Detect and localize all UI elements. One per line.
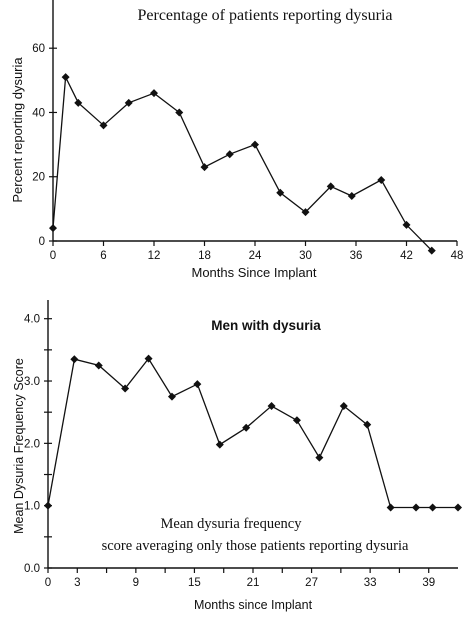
y-tick-label: 0 xyxy=(39,236,45,248)
data-point-marker xyxy=(44,501,52,510)
data-point-marker xyxy=(225,150,234,159)
y-tick-label: 1.0 xyxy=(24,501,40,513)
data-point-marker xyxy=(377,175,386,184)
x-axis-label: Months since Implant xyxy=(194,598,313,612)
data-point-marker xyxy=(144,354,153,363)
y-tick-label: 2.0 xyxy=(24,438,40,450)
data-point-marker xyxy=(326,182,335,191)
data-point-marker xyxy=(74,98,83,107)
data-point-marker xyxy=(363,420,372,429)
y-axis-label: Mean Dysuria Frequency Score xyxy=(12,358,26,534)
chart-title: Percentage of patients reporting dysuria xyxy=(137,7,392,24)
data-point-marker xyxy=(347,192,356,201)
data-point-marker xyxy=(167,392,176,401)
chart-title: Men with dysuria xyxy=(211,318,321,333)
chart-percent-reporting-dysuria: Percentage of patients reporting dysuria… xyxy=(10,0,463,280)
data-point-marker xyxy=(386,503,395,512)
data-point-marker xyxy=(276,188,285,197)
x-tick-label: 27 xyxy=(305,577,318,589)
x-tick-label: 3 xyxy=(74,577,80,589)
data-point-marker xyxy=(402,220,411,229)
data-point-marker xyxy=(315,453,324,462)
data-point-marker xyxy=(251,140,259,149)
y-axis-label: Percent reporting dysuria xyxy=(10,57,25,203)
x-tick-label: 39 xyxy=(422,577,435,589)
data-point-marker xyxy=(121,384,130,393)
x-tick-label: 15 xyxy=(188,577,201,589)
data-point-marker xyxy=(70,355,79,364)
data-point-marker xyxy=(454,503,462,512)
x-axis-label: Months Since Implant xyxy=(191,265,316,280)
y-tick-label: 20 xyxy=(32,172,45,184)
data-point-marker xyxy=(412,503,421,512)
data-point-marker xyxy=(61,73,70,82)
annotation-line-1: Mean dysuria frequency xyxy=(161,516,303,532)
data-point-marker xyxy=(94,361,103,370)
data-point-marker xyxy=(427,246,436,255)
data-point-marker xyxy=(242,423,251,432)
data-point-marker xyxy=(428,503,437,512)
data-point-marker xyxy=(301,208,310,217)
x-tick-label: 6 xyxy=(100,250,106,262)
data-point-marker xyxy=(292,416,301,425)
y-tick-label: 3.0 xyxy=(24,376,40,388)
data-point-marker xyxy=(150,89,158,98)
data-point-marker xyxy=(193,380,202,389)
x-tick-label: 0 xyxy=(50,250,56,262)
x-tick-label: 33 xyxy=(364,577,377,589)
data-point-marker xyxy=(49,224,57,233)
x-tick-label: 12 xyxy=(148,250,161,262)
data-point-marker xyxy=(124,98,133,107)
annotation-line-2: score averaging only those patients repo… xyxy=(102,538,409,554)
data-point-marker xyxy=(175,108,184,117)
y-tick-label: 4.0 xyxy=(24,314,40,326)
data-point-marker xyxy=(339,401,348,410)
series-line xyxy=(47,357,458,509)
data-point-marker xyxy=(267,401,276,410)
chart-men-with-dysuria: Men with dysuria Mean Dysuria Frequency … xyxy=(12,300,462,612)
series-line xyxy=(52,74,433,252)
x-tick-label: 48 xyxy=(451,250,464,262)
x-tick-label: 21 xyxy=(247,577,260,589)
x-tick-label: 9 xyxy=(133,577,139,589)
x-tick-label: 36 xyxy=(350,250,363,262)
data-point-marker xyxy=(99,121,108,130)
y-tick-label: 0.0 xyxy=(24,563,40,575)
x-tick-label: 18 xyxy=(198,250,211,262)
y-tick-label: 60 xyxy=(32,43,45,55)
data-point-marker xyxy=(200,163,209,172)
data-point-marker xyxy=(215,440,224,449)
x-tick-label: 42 xyxy=(400,250,413,262)
y-tick-label: 40 xyxy=(32,107,45,119)
x-tick-label: 24 xyxy=(249,250,262,262)
x-tick-label: 30 xyxy=(299,250,312,262)
x-tick-label: 0 xyxy=(45,577,51,589)
